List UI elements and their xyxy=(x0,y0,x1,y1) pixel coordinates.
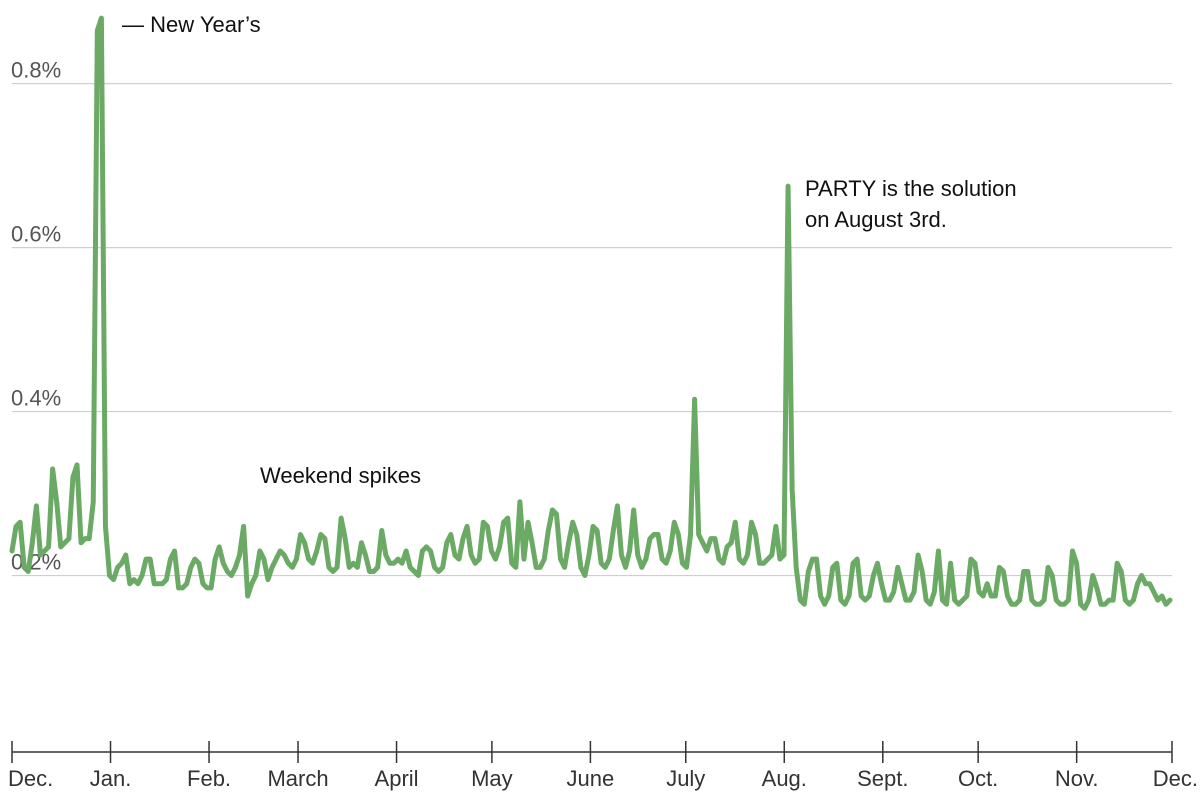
x-tick-label: Sept. xyxy=(857,766,908,791)
y-axis-ticks: 0.2% 0.4% 0.6% 0.8% xyxy=(11,58,61,575)
series-layer xyxy=(9,15,1173,611)
x-tick-label: July xyxy=(666,766,705,791)
x-tick-label: June xyxy=(567,766,615,791)
y-tick-label: 0.6% xyxy=(11,222,61,247)
x-tick-label: Dec. xyxy=(1153,766,1198,791)
annotation-text: — New Year’s xyxy=(122,12,261,37)
annotation-text: PARTY is the solution xyxy=(805,176,1017,201)
x-tick-label: March xyxy=(267,766,328,791)
annotation-text: Weekend spikes xyxy=(260,463,421,488)
x-tick-label: May xyxy=(471,766,513,791)
series-line xyxy=(9,15,1173,611)
annotation-layer: — New Year’s PARTY is the solution on Augu… xyxy=(122,12,1017,488)
x-tick-label: April xyxy=(375,766,419,791)
x-tick-label: Dec. xyxy=(8,766,53,791)
x-axis: Dec. Jan. Feb. March April May June July Aug. Sep… xyxy=(8,741,1198,791)
x-tick-label: Aug. xyxy=(762,766,807,791)
x-tick-label: Nov. xyxy=(1055,766,1099,791)
y-tick-label: 0.4% xyxy=(11,386,61,411)
y-tick-label: 0.8% xyxy=(11,58,61,83)
x-tick-label: Jan. xyxy=(90,766,132,791)
x-tick-label: Oct. xyxy=(958,766,998,791)
x-tick-label: Feb. xyxy=(187,766,231,791)
annotation-text: on August 3rd. xyxy=(805,207,947,232)
y-tick-label: 0.2% xyxy=(11,550,61,575)
grid-lines xyxy=(12,83,1172,577)
